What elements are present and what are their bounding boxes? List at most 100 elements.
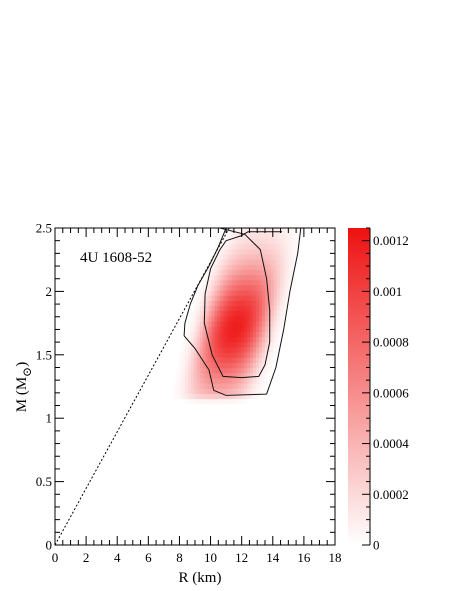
heatmap-cell [288, 228, 293, 234]
heatmap-cell [229, 321, 233, 327]
heatmap-cell [244, 305, 248, 312]
heatmap-cell [202, 377, 207, 384]
heatmap-cell [256, 248, 260, 255]
heatmap-cell [276, 284, 281, 291]
heatmap-cell [261, 362, 266, 369]
heatmap-cell [253, 315, 257, 322]
heatmap-cell [190, 352, 195, 358]
heatmap-cell [285, 295, 290, 301]
heatmap-cell [294, 238, 299, 245]
heatmap-cell [226, 377, 230, 384]
heatmap-cell [235, 383, 239, 389]
heatmap-cell [196, 321, 201, 327]
heatmap-cell [273, 259, 278, 265]
heatmap-cell [220, 238, 224, 245]
heatmap-cell [211, 279, 216, 286]
heatmap-cell [187, 372, 192, 379]
heatmap-cell [238, 253, 242, 260]
heatmap-cell [247, 253, 251, 260]
heatmap-cell [261, 233, 266, 239]
heatmap-cell [247, 331, 251, 338]
heatmap-cell [214, 372, 219, 379]
heatmap-cell [208, 290, 213, 296]
y-axis-title-close: ) [14, 362, 30, 367]
heatmap-cell [247, 362, 251, 369]
heatmap-cell [261, 377, 266, 384]
heatmap-cell [229, 274, 233, 281]
heatmap-cell [211, 300, 216, 307]
heatmap-cell [217, 398, 222, 405]
heatmap-cell [264, 367, 269, 374]
heatmap-cell [205, 295, 210, 301]
heatmap-cell [244, 388, 248, 394]
heatmap-cell [211, 269, 216, 276]
heatmap-cell [282, 279, 287, 286]
heatmap-cell [190, 393, 195, 400]
heatmap-cell [247, 336, 251, 343]
heatmap-cell [285, 228, 290, 234]
heatmap-cell [291, 279, 296, 286]
heatmap-cell [193, 388, 198, 394]
heatmap-cell [217, 346, 222, 353]
heatmap-cell [273, 315, 278, 322]
heatmap-cell [238, 248, 242, 255]
heatmap-cell [258, 310, 263, 317]
heatmap-cell [253, 274, 257, 281]
heatmap-cell [214, 331, 219, 338]
heatmap-cell [208, 321, 213, 327]
heatmap-cell [241, 279, 245, 286]
heatmap-cell [238, 326, 242, 332]
heatmap-cell [276, 233, 281, 239]
heatmap-cell [261, 310, 266, 317]
heatmap-cell [297, 228, 302, 234]
heatmap-cell [241, 315, 245, 322]
heatmap-cell [199, 372, 204, 379]
heatmap-cell [202, 362, 207, 369]
heatmap-cell [220, 290, 224, 296]
heatmap-cell [256, 383, 260, 389]
heatmap-cell [241, 228, 245, 234]
heatmap-cell [244, 295, 248, 301]
heatmap-cell [190, 383, 195, 389]
heatmap-cell [196, 310, 201, 317]
heatmap-cell [253, 238, 257, 245]
heatmap-cell [220, 305, 224, 312]
heatmap-cell [247, 284, 251, 291]
heatmap-cell [256, 315, 260, 322]
annotation-source: 4U 1608-52 [80, 250, 152, 266]
heatmap-cell [270, 300, 275, 307]
heatmap-cell [238, 284, 242, 291]
heatmap-cell [256, 352, 260, 358]
heatmap-cell [253, 284, 257, 291]
heatmap-cell [273, 346, 278, 353]
heatmap-cell [196, 393, 201, 400]
heatmap-cell [270, 284, 275, 291]
heatmap-cell [232, 357, 236, 363]
heatmap-cell [250, 336, 254, 343]
heatmap-cell [261, 243, 266, 250]
heatmap-cell [181, 346, 186, 353]
heatmap-cell [217, 372, 222, 379]
heatmap-cell [226, 300, 230, 307]
heatmap-cell [279, 253, 284, 260]
heatmap-cell [273, 295, 278, 301]
heatmap-cell [241, 367, 245, 374]
heatmap-cell [226, 357, 230, 363]
heatmap-cell [202, 336, 207, 343]
heatmap-cell [226, 290, 230, 296]
heatmap-cell [270, 310, 275, 317]
heatmap-cell [258, 388, 263, 394]
heatmap-cell [178, 352, 183, 358]
heatmap-cell [273, 264, 278, 270]
heatmap-cell [205, 341, 210, 348]
heatmap-cell [235, 398, 239, 405]
heatmap-cell [253, 269, 257, 276]
heatmap-cell [223, 300, 227, 307]
heatmap-cell [226, 233, 230, 239]
heatmap-cell [208, 393, 213, 400]
heatmap-cell [205, 321, 210, 327]
heatmap-cell [276, 269, 281, 276]
heatmap-cell [261, 383, 266, 389]
heatmap-cell [199, 336, 204, 343]
colorbar-tick-label: 0.001 [373, 284, 402, 299]
